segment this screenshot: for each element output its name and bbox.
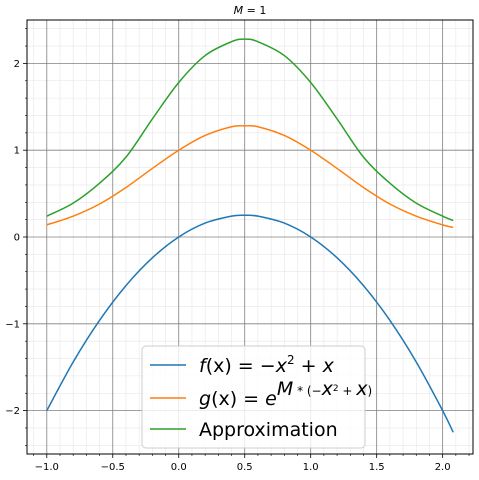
y-tick-label: 0 <box>14 233 20 244</box>
y-tick-label: −2 <box>5 406 20 417</box>
x-tick-label: 0.0 <box>171 462 187 473</box>
x-tick-label: 1.0 <box>303 462 319 473</box>
series-layer <box>46 38 454 433</box>
chart-title: M = 1 <box>234 4 267 17</box>
x-tick-label: −1.0 <box>35 462 59 473</box>
y-tick-label: −1 <box>5 319 20 330</box>
series-line-approximation <box>46 38 454 222</box>
y-axis: −2 −1 0 1 2 <box>5 28 27 446</box>
x-tick-label: 2.0 <box>435 462 451 473</box>
x-axis: −1.0 −0.5 0.0 0.5 1.0 1.5 2.0 <box>33 454 470 473</box>
legend-box <box>141 345 366 449</box>
legend: f(x) = −x2 + x g(x) = eM * (−x2 + x) App… <box>141 345 372 449</box>
x-tick-label: 1.5 <box>369 462 385 473</box>
legend-label-f: f(x) = −x2 + x <box>199 353 335 377</box>
y-tick-label: 1 <box>14 146 20 157</box>
legend-label-g: g(x) = eM * (−x2 + x) <box>199 378 372 410</box>
y-tick-label: 2 <box>14 59 20 70</box>
series-line-f <box>46 214 454 433</box>
legend-label-approximation: Approximation <box>199 419 338 441</box>
x-tick-label: −0.5 <box>101 462 125 473</box>
x-tick-label: 0.5 <box>237 462 253 473</box>
series-line-g <box>46 124 454 229</box>
